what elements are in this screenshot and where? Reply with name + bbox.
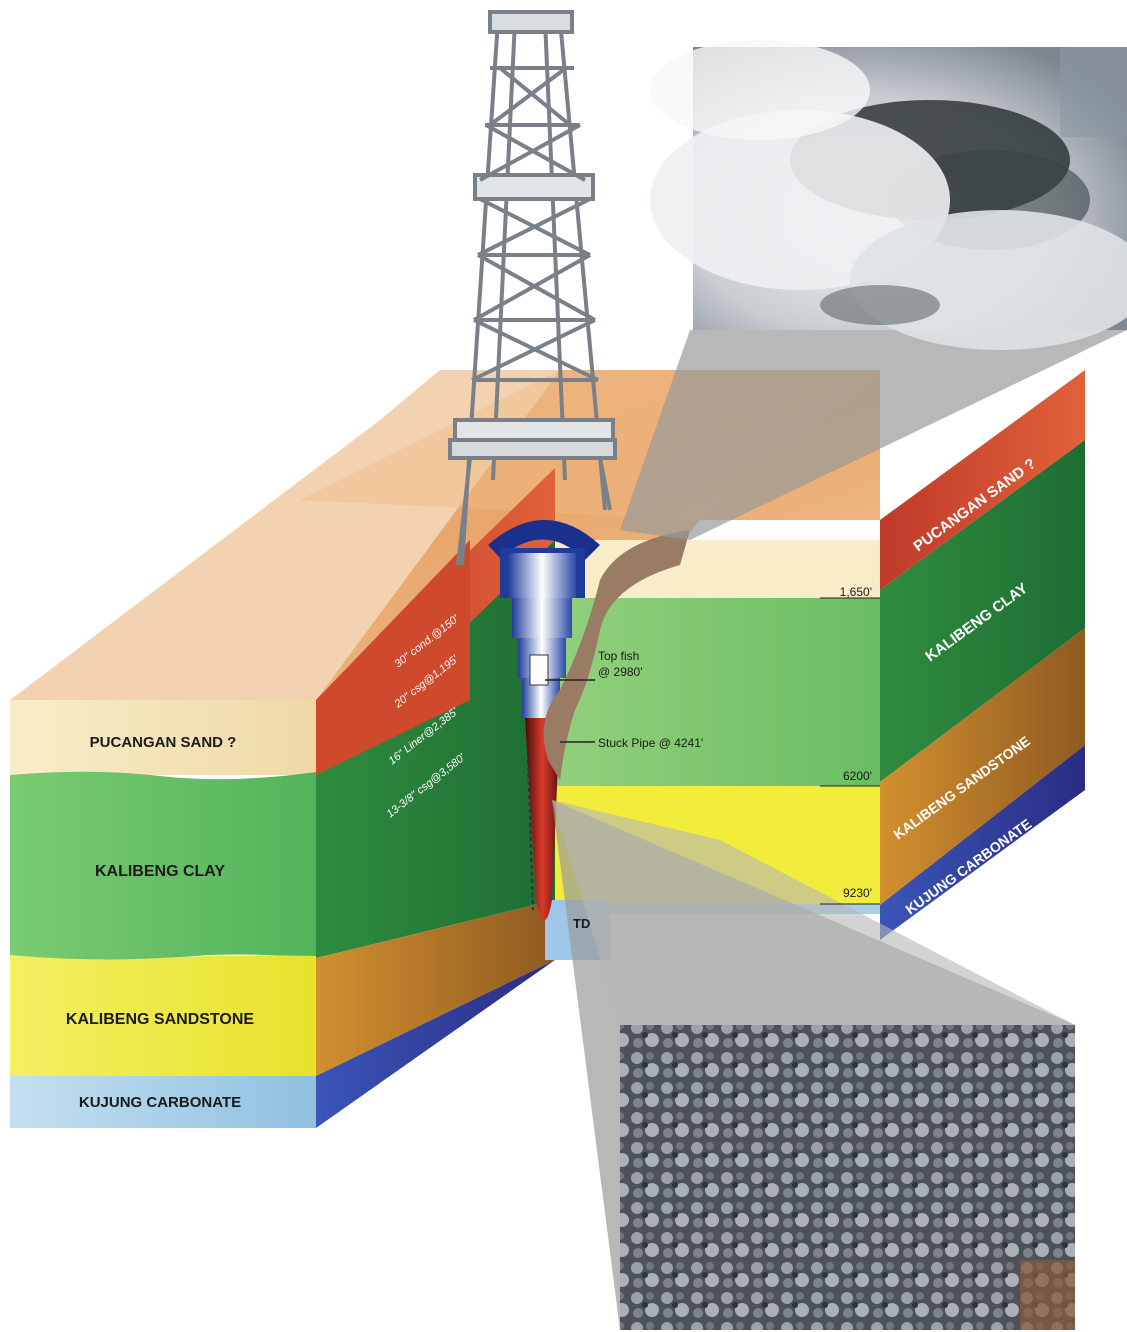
- top-fish-label-line1: Top fish: [598, 649, 639, 663]
- eruption-plume-photo: [650, 40, 1127, 350]
- depth-label-9230: 9230': [843, 886, 872, 900]
- depth-label-6200: 6200': [843, 769, 872, 783]
- right-layer-kalibeng-clay: [880, 440, 1085, 782]
- depth-label-1650: 1,650': [840, 585, 872, 599]
- mud-cuttings-photo: [620, 1025, 1075, 1330]
- front-layer-pucangan: [10, 700, 316, 775]
- open-hole: [525, 718, 560, 920]
- top-fish-marker: [529, 654, 549, 686]
- stuck-pipe-label: Stuck Pipe @ 4241': [598, 736, 703, 750]
- front-label-kujung-carbonate: KUJUNG CARBONATE: [79, 1094, 241, 1111]
- top-fish-label-line2: @ 2980': [598, 665, 643, 679]
- front-layer-kalibeng-clay: [10, 771, 316, 964]
- front-layer-kalibeng-sandstone: [10, 955, 316, 1076]
- casing-30in: [508, 553, 576, 598]
- front-face: [10, 700, 316, 1128]
- drilling-rig-derrick: [448, 10, 617, 566]
- casing-20in: [512, 598, 572, 638]
- borehole: [488, 520, 690, 920]
- mud-flow-path: [543, 530, 690, 780]
- front-label-pucangan: PUCANGAN SAND ?: [90, 734, 237, 751]
- conductor-flange: [488, 520, 600, 560]
- right-layer-kujung-carbonate: [880, 745, 1085, 940]
- front-layer-kujung-carbonate: [10, 1076, 316, 1128]
- right-layer-kalibeng-sandstone: [880, 628, 1085, 905]
- top-photo-callout-wedge: [620, 330, 1127, 540]
- front-label-kalibeng-clay: KALIBENG CLAY: [95, 863, 225, 880]
- right-layer-pucangan: [880, 370, 1085, 590]
- td-label: TD: [573, 916, 590, 931]
- right-face: [880, 370, 1085, 940]
- front-label-kalibeng-sandstone: KALIBENG SANDSTONE: [66, 1011, 254, 1028]
